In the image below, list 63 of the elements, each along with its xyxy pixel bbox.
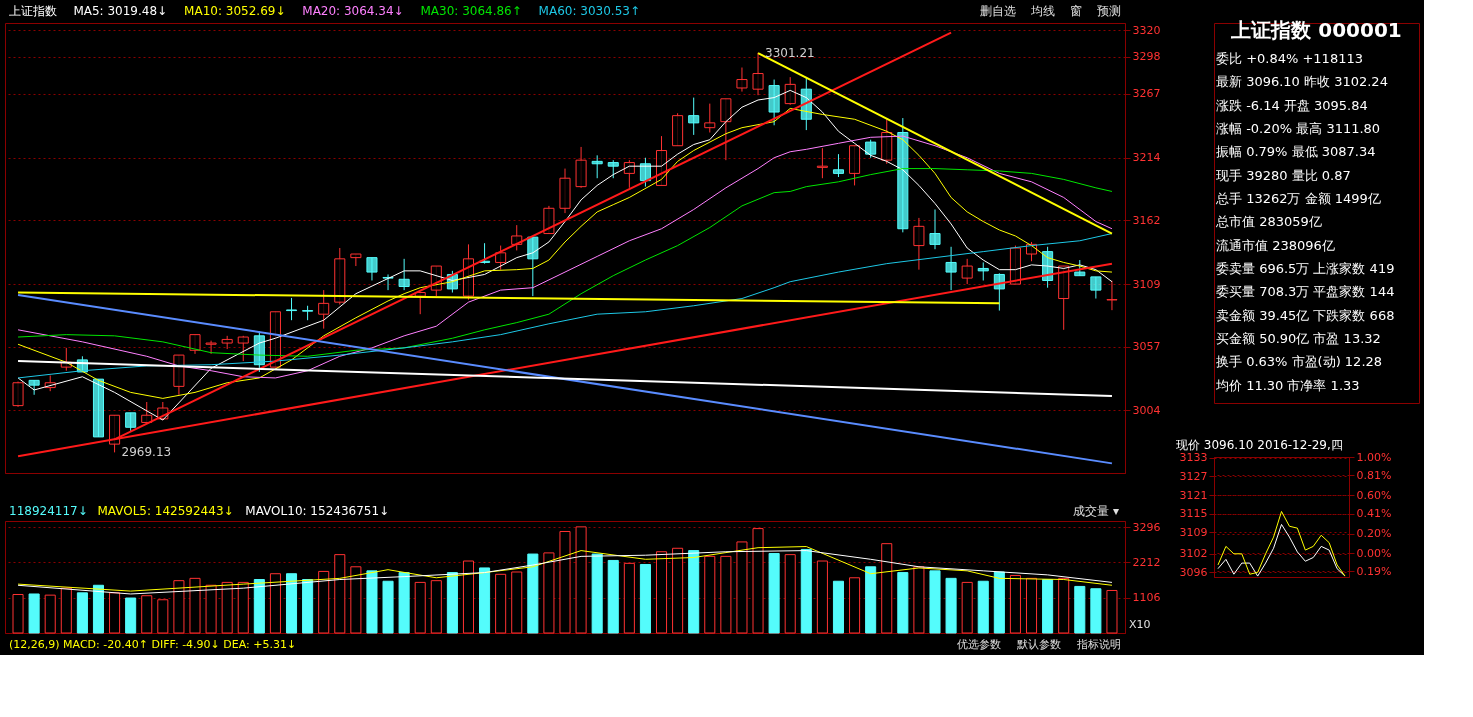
text: 预测 xyxy=(1097,4,1121,18)
text: 成交量 ▾ xyxy=(1073,504,1119,518)
text: 默认参数 xyxy=(1015,638,1061,651)
y-tick-label: 3115 xyxy=(1179,507,1208,521)
text: 窗 xyxy=(1069,4,1082,18)
text: 指标说明 xyxy=(1076,638,1121,651)
y2-tick-label: 0.00% xyxy=(1356,546,1392,560)
text: 上证指数 000001 xyxy=(1230,18,1402,42)
text: 涨跌 -6.14 开盘 3095.84 xyxy=(1216,97,1368,113)
text: 均线 xyxy=(1030,4,1056,18)
y-tick-label: 3004 xyxy=(1132,403,1161,417)
text: 流通市值 238096亿 xyxy=(1216,237,1335,253)
y2-tick-label: 0.19% xyxy=(1356,564,1392,578)
y-tick-label: 2212 xyxy=(1132,555,1161,569)
text: 卖金额 39.45亿 下跌家数 668 xyxy=(1216,307,1395,323)
text: MAVOL10: 152436751↓ xyxy=(245,504,390,518)
text: 振幅 0.79% 最低 3087.34 xyxy=(1216,144,1376,160)
annotation: 3301.21 xyxy=(765,45,815,60)
text: 委买量 708.3万 平盘家数 144 xyxy=(1216,284,1395,300)
y-tick-label: 3057 xyxy=(1132,340,1161,354)
text: 118924117↓ xyxy=(9,504,88,518)
chart-title: 上证指数 xyxy=(9,4,57,18)
text: X10 xyxy=(1129,618,1151,631)
text: 买金额 50.90亿 市盈 13.32 xyxy=(1216,331,1381,346)
y-tick-label: 3121 xyxy=(1179,488,1208,502)
y-tick-label: 3102 xyxy=(1179,547,1208,561)
text: 现手 39280 量比 0.87 xyxy=(1216,167,1351,183)
text: 删自选 xyxy=(980,4,1016,18)
text: 最新 3096.10 昨收 3102.24 xyxy=(1216,74,1388,90)
y-tick-label: 3267 xyxy=(1132,87,1161,101)
text: 涨幅 -0.20% 最高 3111.80 xyxy=(1216,121,1381,136)
y-tick-label: 3127 xyxy=(1179,469,1208,483)
text: 总手 13262万 金额 1499亿 xyxy=(1215,191,1381,206)
text: MA5: 3019.48↓ xyxy=(73,4,168,18)
text: MA10: 3052.69↓ xyxy=(184,4,286,18)
y2-tick-label: 1.00% xyxy=(1356,450,1392,464)
y2-tick-label: 0.41% xyxy=(1356,507,1392,521)
y-tick-label: 3320 xyxy=(1132,23,1161,37)
text: 优选参数 xyxy=(956,638,1001,651)
text: (12,26,9) MACD: -20.40↑ DIFF: -4.90↓ DEA: +5.31↓ xyxy=(9,638,297,651)
text: 总市值 283059亿 xyxy=(1215,214,1322,230)
annotation: 2969.13 xyxy=(121,445,172,460)
y2-tick-label: 0.20% xyxy=(1356,527,1392,541)
y-tick-label: 3133 xyxy=(1179,451,1208,465)
y-tick-label: 3298 xyxy=(1132,50,1161,64)
y-tick-label: 3214 xyxy=(1132,151,1161,165)
y-tick-label: 1106 xyxy=(1132,591,1161,605)
text: MAVOL5: 142592443↓ xyxy=(97,504,234,518)
text: MA20: 3064.34↓ xyxy=(302,4,404,18)
y-tick-label: 3109 xyxy=(1179,525,1208,539)
text: MA60: 3030.53↑ xyxy=(538,4,640,18)
y-tick-label: 3096 xyxy=(1179,565,1208,579)
y-tick-label: 3296 xyxy=(1132,520,1161,534)
chart-title: 现价 3096.10 2016-12-29,四 xyxy=(1176,438,1343,452)
text: 委卖量 696.5万 上涨家数 419 xyxy=(1216,261,1395,276)
y-tick-label: 3162 xyxy=(1132,213,1161,227)
text: 委比 +0.84% +118113 xyxy=(1216,51,1363,66)
y-tick-label: 3109 xyxy=(1132,277,1161,291)
y2-tick-label: 0.81% xyxy=(1356,468,1392,482)
text: 均价 11.30 市净率 1.33 xyxy=(1215,377,1360,393)
text: MA30: 3064.86↑ xyxy=(420,4,522,18)
y2-tick-label: 0.60% xyxy=(1356,488,1392,502)
text: 换手 0.63% 市盈(动) 12.28 xyxy=(1216,354,1383,370)
